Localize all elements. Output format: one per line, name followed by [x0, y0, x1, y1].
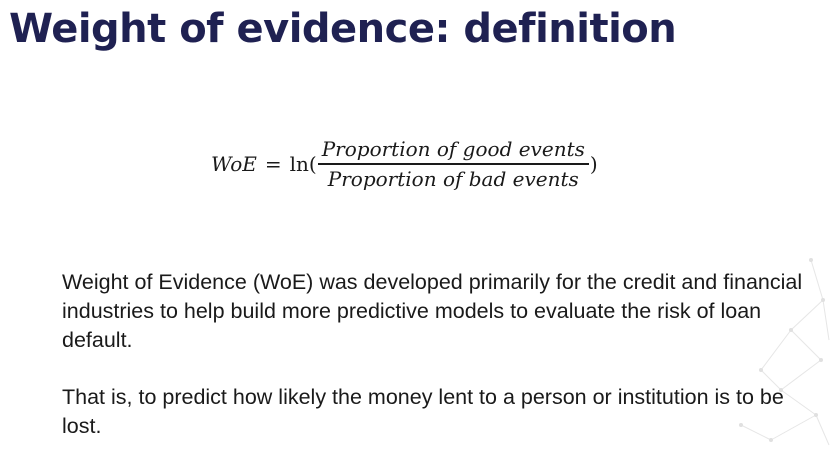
formula-numerator: Proportion of good events — [321, 137, 585, 161]
formula-equals: = — [264, 151, 282, 176]
fraction-bar — [317, 163, 589, 165]
network-decoration — [739, 258, 830, 446]
formula-ln: ln( — [289, 151, 317, 176]
formula-fraction: Proportion of good events Proportion of … — [317, 137, 589, 191]
woe-formula: WoE = ln( Proportion of good events Prop… — [211, 137, 598, 191]
paragraph-definition: Weight of Evidence (WoE) was developed p… — [62, 270, 803, 352]
paragraph-explanation: That is, to predict how likely the money… — [62, 385, 784, 438]
formula-lhs: WoE — [211, 151, 257, 176]
formula-denominator: Proportion of bad events — [327, 166, 579, 191]
formula-close-paren: ) — [589, 151, 598, 176]
slide-title: Weight of evidence: definition — [9, 6, 677, 52]
